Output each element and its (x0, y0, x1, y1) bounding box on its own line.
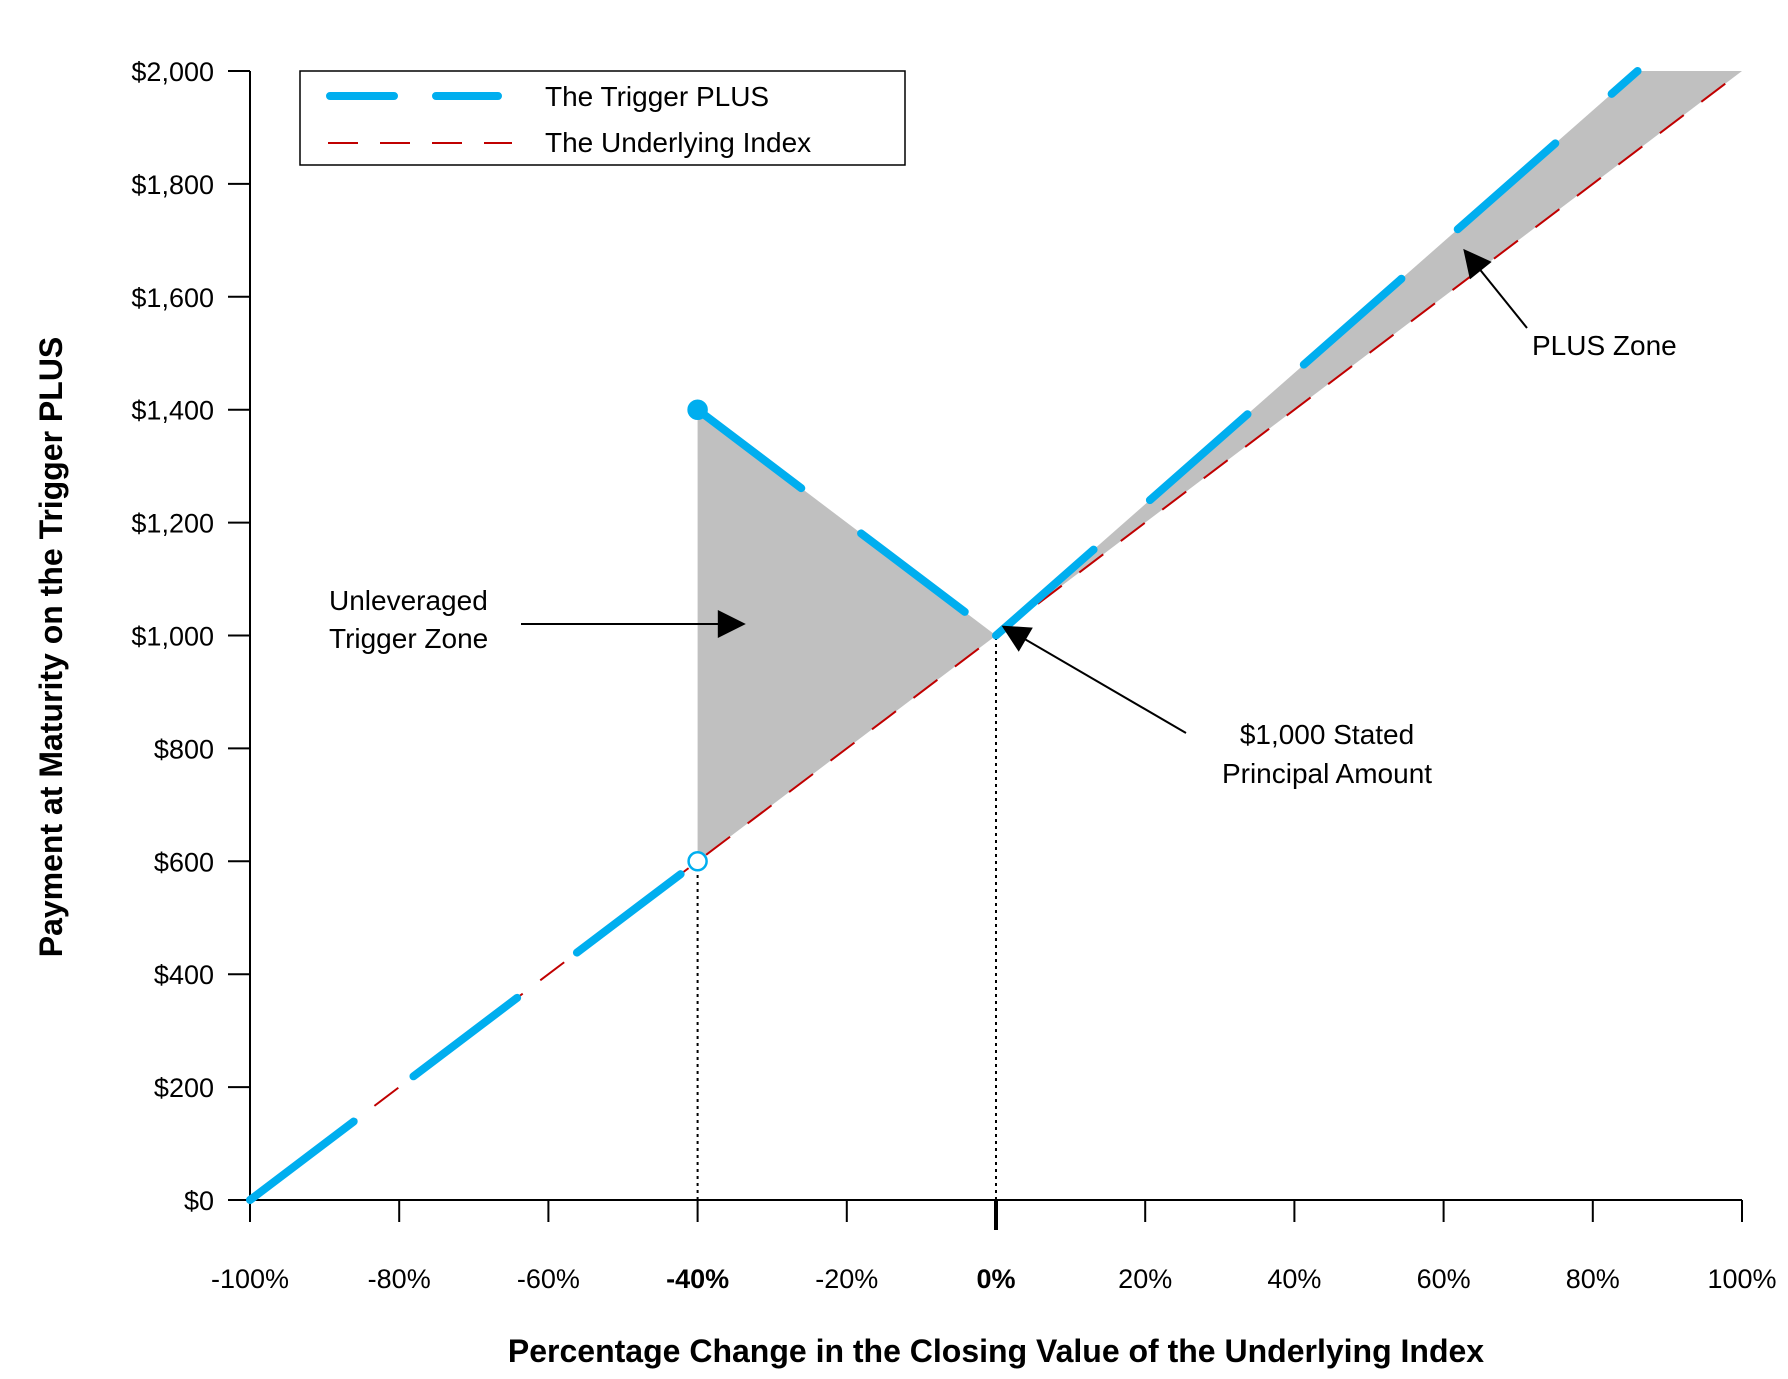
annotation-text: $1,000 Stated (1240, 719, 1414, 750)
shaded-region (697, 409, 996, 862)
y-tick-label: $0 (184, 1186, 214, 1216)
y-tick-label: $200 (154, 1073, 214, 1103)
y-tick-label: $1,400 (131, 396, 214, 426)
x-axis-title: Percentage Change in the Closing Value o… (508, 1333, 1484, 1369)
y-tick-label: $1,200 (131, 509, 214, 539)
annotation-text: Unleveraged (329, 585, 488, 616)
arrow-icon (1463, 248, 1528, 329)
x-tick-label: 20% (1118, 1264, 1172, 1294)
arrow-icon (1001, 625, 1187, 734)
y-tick-label: $800 (154, 734, 214, 764)
y-axis-title: Payment at Maturity on the Trigger PLUS (33, 337, 69, 958)
x-tick-label: 0% (976, 1264, 1015, 1294)
annotation-plus-zone: PLUS Zone (1463, 248, 1677, 361)
annotation-text: PLUS Zone (1532, 330, 1677, 361)
annotation-text: Trigger Zone (329, 623, 488, 654)
annotation-unleveraged-trigger-zone: Unleveraged Trigger Zone (329, 585, 746, 654)
y-tick-label: $400 (154, 960, 214, 990)
x-tick-label: 100% (1707, 1264, 1776, 1294)
series-trigger-plus-line (246, 857, 702, 1204)
x-tick-label: -40% (666, 1264, 729, 1294)
series-trigger-plus-line (992, 67, 1642, 640)
filled-point-marker (687, 399, 708, 420)
legend-label-underlying-index: The Underlying Index (545, 127, 811, 158)
annotation-text: Principal Amount (1222, 758, 1432, 789)
y-tick-label: $1,000 (131, 622, 214, 652)
x-tick-label: 40% (1267, 1264, 1321, 1294)
x-tick-label: -60% (517, 1264, 580, 1294)
x-tick-label: -100% (211, 1264, 289, 1294)
legend-box (299, 70, 906, 166)
y-tick-label: $1,600 (131, 283, 214, 313)
legend-label-trigger-plus: The Trigger PLUS (545, 81, 769, 112)
legend: The Trigger PLUS The Underlying Index (299, 70, 906, 166)
x-tick-label: -80% (368, 1264, 431, 1294)
y-tick-label: $1,800 (131, 170, 214, 200)
open-point-marker (687, 851, 708, 872)
x-tick-label: 60% (1417, 1264, 1471, 1294)
x-tick-label: 80% (1566, 1264, 1620, 1294)
y-tick-label: $600 (154, 847, 214, 877)
annotation-stated-principal: $1,000 Stated Principal Amount (1001, 625, 1432, 789)
y-tick-label: $2,000 (131, 57, 214, 87)
series-trigger-plus-line (693, 405, 1000, 640)
x-tick-label: -20% (815, 1264, 878, 1294)
